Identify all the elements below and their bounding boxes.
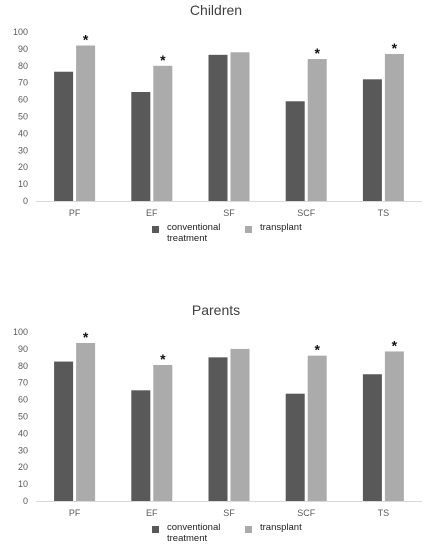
chart-parents: Parents 0 10 20 30 40 50 60 70 80 90 100 * PF * EF SF * S… [0, 300, 432, 550]
legend-label: conventional treatment [167, 222, 221, 244]
y-tick-label: 30 [18, 445, 28, 455]
bar-transplant [307, 355, 327, 501]
y-tick-label: 60 [18, 95, 28, 105]
significance-marker: * [83, 329, 89, 345]
bar-transplant [230, 348, 250, 501]
legend-label: transplant [260, 222, 302, 233]
legend-swatch-conventional [152, 526, 159, 533]
x-tick-label: TS [378, 208, 390, 218]
y-tick-label: 0 [23, 496, 28, 506]
y-tick-label: 90 [18, 344, 28, 354]
y-tick-label: 40 [18, 428, 28, 438]
chart-children: Children 0 10 20 30 40 50 60 70 80 90 100 * PF * EF SF *… [0, 0, 432, 270]
y-tick-label: 20 [18, 162, 28, 172]
parents-plot: 0 10 20 30 40 50 60 70 80 90 100 * PF * EF SF * SCF * TS [13, 327, 422, 518]
significance-marker: * [160, 351, 166, 367]
children-plot: 0 10 20 30 40 50 60 70 80 90 100 * PF * EF SF * SCF * TS [13, 27, 422, 218]
legend: conventional treatment transplant [152, 522, 318, 544]
y-tick-label: 80 [18, 61, 28, 71]
y-tick-label: 80 [18, 361, 28, 371]
bar-transplant [153, 65, 173, 201]
y-tick-label: 30 [18, 145, 28, 155]
legend-item-transplant: transplant [245, 522, 302, 533]
y-tick-label: 10 [18, 479, 28, 489]
bar-conventional [208, 54, 228, 201]
chart-title: Children [189, 2, 243, 18]
bar-transplant [384, 53, 404, 201]
y-tick-label: 100 [13, 27, 28, 37]
bar-conventional [54, 361, 74, 501]
legend-item-conventional: conventional treatment [152, 222, 229, 244]
bar-transplant [230, 52, 250, 201]
y-tick-label: 50 [18, 112, 28, 122]
legend-label: conventional treatment [167, 522, 221, 544]
bar-conventional [285, 393, 305, 501]
x-tick-label: EF [146, 208, 158, 218]
x-tick-label: SF [223, 508, 235, 518]
legend: conventional treatment transplant [152, 222, 318, 244]
y-tick-label: 10 [18, 179, 28, 189]
bar-transplant [384, 351, 404, 501]
y-tick-label: 90 [18, 44, 28, 54]
x-tick-label: SCF [297, 508, 316, 518]
bar-conventional [131, 91, 151, 201]
legend-swatch-transplant [245, 526, 252, 533]
legend-swatch-conventional [152, 226, 159, 233]
y-tick-label: 20 [18, 462, 28, 472]
x-tick-label: EF [146, 508, 158, 518]
significance-marker: * [160, 52, 166, 68]
bar-transplant [76, 342, 96, 501]
legend-item-transplant: transplant [245, 222, 302, 233]
x-tick-label: TS [378, 508, 390, 518]
x-tick-label: PF [69, 508, 81, 518]
significance-marker: * [392, 337, 398, 353]
y-tick-label: 70 [18, 378, 28, 388]
bar-transplant [307, 59, 327, 201]
bar-transplant [76, 45, 96, 201]
chart-title: Parents [191, 302, 241, 318]
legend-label: transplant [260, 522, 302, 533]
y-tick-label: 40 [18, 128, 28, 138]
x-tick-label: PF [69, 208, 81, 218]
bar-conventional [208, 357, 228, 501]
x-tick-label: SCF [297, 208, 316, 218]
y-tick-label: 0 [23, 196, 28, 206]
legend-swatch-transplant [245, 226, 252, 233]
significance-marker: * [83, 32, 89, 48]
bar-conventional [54, 71, 74, 201]
bar-conventional [131, 390, 151, 501]
y-tick-label: 50 [18, 412, 28, 422]
bar-conventional [285, 101, 305, 201]
significance-marker: * [314, 342, 320, 358]
significance-marker: * [392, 40, 398, 56]
y-tick-label: 60 [18, 395, 28, 405]
bar-conventional [362, 79, 382, 201]
x-tick-label: SF [223, 208, 235, 218]
bar-transplant [153, 364, 173, 501]
legend-item-conventional: conventional treatment [152, 522, 229, 544]
significance-marker: * [314, 45, 320, 61]
y-tick-label: 100 [13, 327, 28, 337]
bar-conventional [362, 374, 382, 501]
y-tick-label: 70 [18, 78, 28, 88]
